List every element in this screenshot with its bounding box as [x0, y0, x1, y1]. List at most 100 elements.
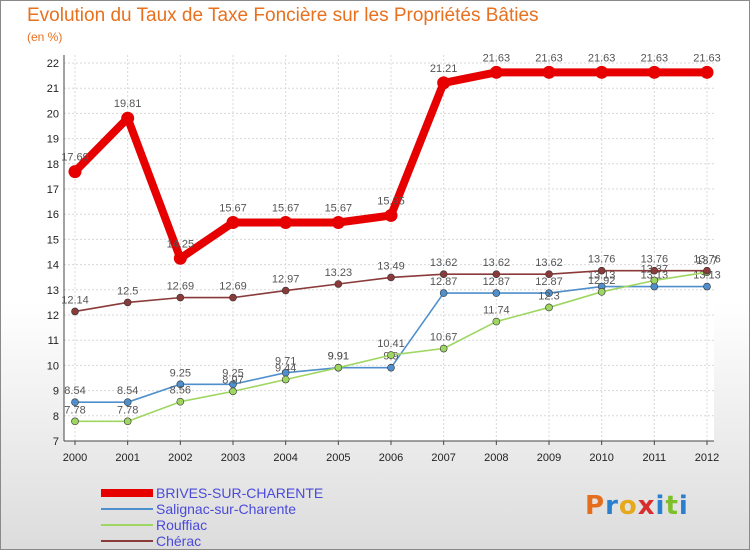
data-point [229, 387, 237, 396]
data-point [597, 266, 606, 275]
data-point [597, 288, 606, 296]
data-point [439, 289, 448, 297]
y-tick-label: 21 [47, 83, 59, 95]
y-tick-label: 19 [47, 134, 59, 146]
data-label: 19.81 [114, 98, 142, 110]
legend-label: Salignac-sur-Charente [156, 501, 297, 517]
data-point [123, 398, 132, 406]
data-label: 13.62 [430, 257, 458, 269]
logo-letter: o [618, 491, 638, 521]
data-label: 21.21 [430, 63, 458, 75]
data-point [492, 270, 501, 278]
data-label: 7.78 [117, 404, 138, 416]
y-tick-label: 7 [53, 436, 59, 448]
data-point [176, 293, 185, 302]
data-label: 7.78 [64, 404, 85, 416]
data-point [439, 270, 448, 278]
y-tick-label: 8 [53, 411, 59, 423]
data-label: 9.71 [275, 356, 296, 368]
data-label: 15.67 [219, 203, 247, 215]
data-point [121, 111, 135, 125]
data-point [123, 417, 132, 426]
data-point [387, 273, 395, 282]
data-point [703, 266, 711, 275]
data-label: 13.76 [693, 254, 721, 266]
logo-letter: i [655, 491, 666, 521]
data-label: 8.56 [170, 385, 191, 397]
data-label: 15.67 [325, 203, 353, 215]
y-tick-label: 12 [47, 310, 59, 322]
data-label: 15.67 [272, 203, 300, 215]
data-point [68, 165, 82, 179]
data-point [439, 344, 448, 353]
y-tick-label: 13 [47, 285, 59, 297]
data-label: 9.91 [328, 351, 349, 363]
legend-swatch [101, 524, 153, 526]
logo-letter: r [605, 491, 619, 521]
data-point [226, 216, 240, 230]
data-label: 12.87 [430, 276, 458, 288]
x-tick-label: 2002 [168, 452, 192, 464]
data-point [71, 417, 79, 426]
legend-label: Rouffiac [156, 517, 208, 533]
y-tick-label: 11 [48, 335, 59, 347]
data-label: 12.87 [535, 276, 563, 288]
data-point [173, 251, 187, 265]
data-label: 14.25 [167, 238, 195, 250]
proxiti-logo: Proxiti [585, 491, 689, 521]
data-label: 13.62 [483, 257, 511, 269]
data-point [650, 266, 659, 275]
y-tick-label: 9 [53, 386, 59, 398]
data-point [279, 216, 293, 230]
data-label: 15.95 [377, 195, 405, 207]
data-point [595, 65, 609, 79]
logo-letter: P [585, 491, 606, 521]
x-tick-label: 2003 [221, 452, 245, 464]
x-tick-label: 2001 [115, 452, 139, 464]
data-label: 13.13 [641, 270, 669, 282]
data-label: 21.63 [693, 52, 721, 64]
logo-letter: i [678, 491, 689, 521]
data-point [545, 270, 553, 278]
data-label: 17.69 [61, 152, 89, 164]
y-tick-label: 17 [47, 184, 59, 196]
y-tick-label: 14 [47, 260, 59, 272]
y-tick-label: 20 [47, 108, 59, 120]
data-label: 13.13 [588, 270, 616, 282]
y-tick-label: 16 [47, 209, 59, 221]
data-point [176, 397, 185, 406]
data-label: 21.63 [535, 52, 563, 64]
data-label: 12.69 [219, 281, 247, 293]
x-tick-label: 2010 [589, 452, 613, 464]
data-label: 12.97 [272, 274, 300, 286]
data-label: 12.3 [538, 290, 559, 302]
data-label: 12.92 [588, 275, 616, 287]
data-label: 9.91 [328, 351, 349, 363]
data-point [281, 375, 290, 384]
data-label: 12.69 [167, 281, 195, 293]
data-point [703, 282, 711, 291]
data-label: 8.54 [64, 385, 85, 397]
legend-swatch [101, 508, 153, 510]
chart-title: Evolution du Taux de Taxe Foncière sur l… [27, 5, 539, 26]
data-label: 21.63 [641, 52, 669, 64]
x-tick-label: 2009 [537, 452, 561, 464]
data-label: 8.54 [117, 385, 138, 397]
data-point [176, 380, 185, 389]
x-tick-label: 2007 [431, 452, 455, 464]
data-label: 12.87 [483, 276, 511, 288]
data-label: 13.62 [535, 257, 563, 269]
data-label: 21.63 [483, 52, 511, 64]
data-point [650, 276, 659, 285]
data-point [437, 76, 451, 90]
data-point [331, 216, 345, 230]
data-label: 11.74 [483, 305, 510, 317]
x-tick-label: 2011 [643, 452, 667, 464]
y-tick-label: 22 [47, 58, 59, 70]
x-tick-label: 2005 [326, 452, 350, 464]
data-label: 12.5 [117, 285, 138, 297]
data-label: 13.49 [377, 260, 405, 272]
x-tick-label: 2006 [379, 452, 403, 464]
x-tick-label: 2012 [695, 452, 719, 464]
